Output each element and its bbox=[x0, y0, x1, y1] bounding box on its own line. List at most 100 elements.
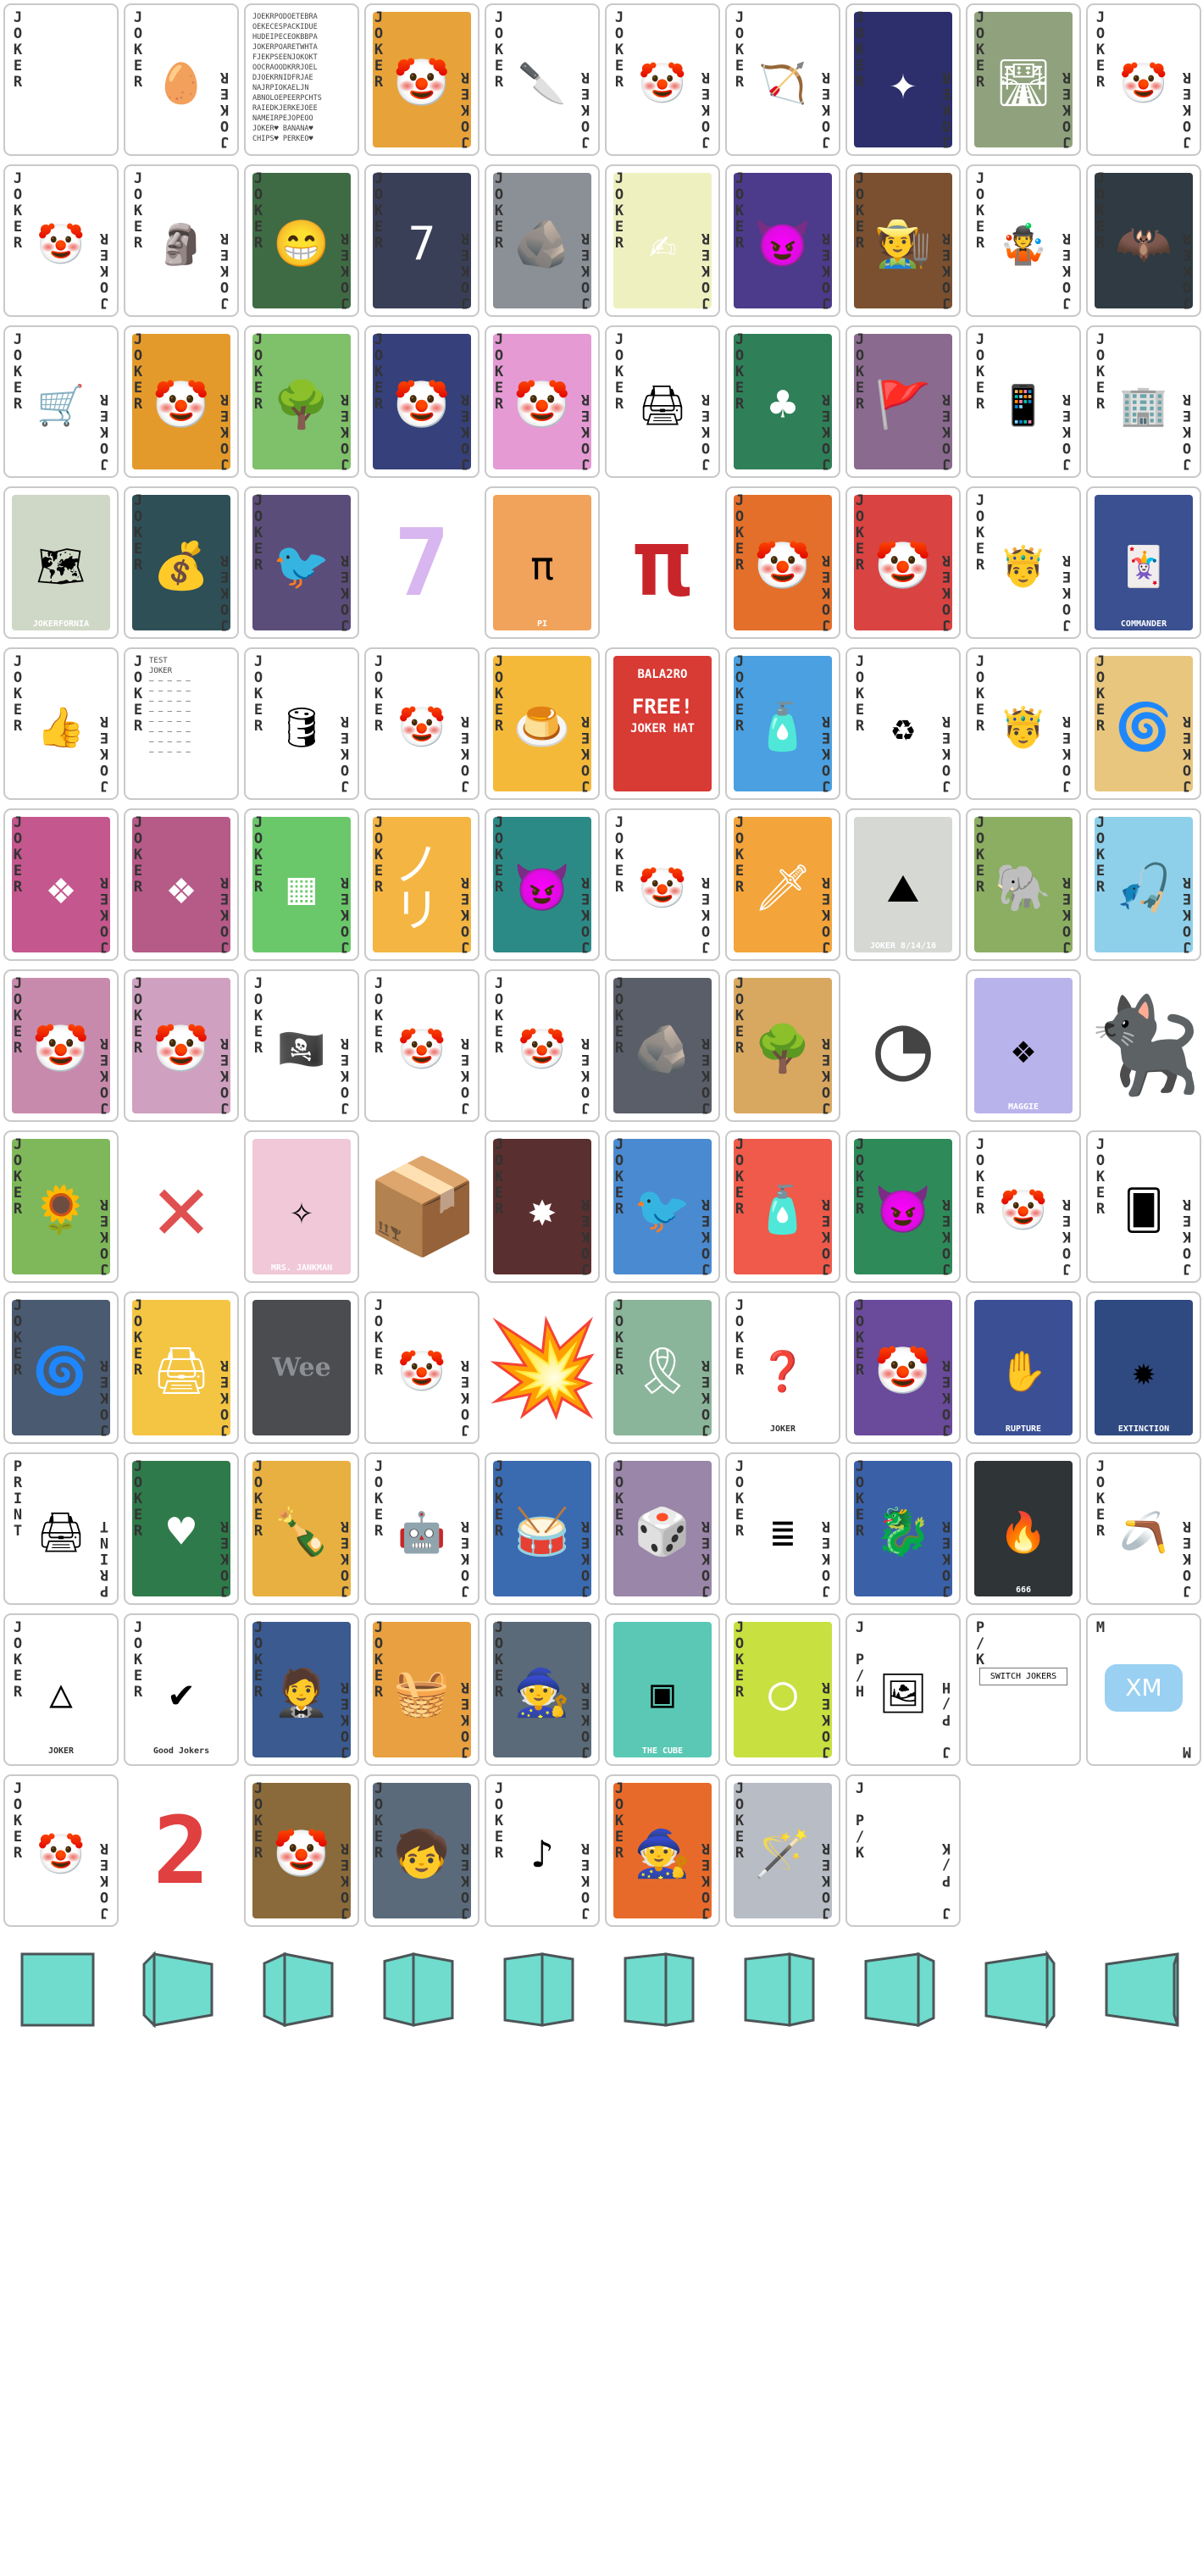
joker-card-fire-wizard[interactable]: J O K E R 🧙 J O K E R bbox=[605, 1774, 720, 1927]
joker-card-teal-joker[interactable]: J O K E R 😈 J O K E R bbox=[485, 808, 600, 961]
joker-card-fishing[interactable]: J O K E R 🎣 J O K E R bbox=[1086, 808, 1201, 961]
joker-card-water-bottle[interactable]: J O K E R 🧴 J O K E R bbox=[725, 647, 840, 800]
joker-card-r-joker[interactable]: J O K E R 🤡 J O K E R bbox=[364, 647, 480, 800]
joker-card-scarecrow[interactable]: J O K E R 🧑‍🌾 J O K E R bbox=[845, 164, 961, 317]
joker-card-printer-rays[interactable]: J O K E R 🖨 J O K E R bbox=[124, 1291, 239, 1444]
joker-card-black-cat[interactable]: 🐈‍⬛ bbox=[1086, 969, 1201, 1122]
joker-card-text-wall[interactable]: JOEKRPODOETEBRA OEKECESPACKIDUE HUDEIPECEO… bbox=[244, 3, 359, 156]
joker-card-mrs-jankman[interactable]: ✧ MRS. JANKMAN bbox=[244, 1130, 359, 1283]
joker-card-barrel[interactable]: J O K E R 🛢 J O K E R bbox=[244, 647, 359, 800]
joker-card-map[interactable]: 🗺 JOKERFORNIA bbox=[3, 486, 119, 639]
joker-card-cosmic[interactable]: J O K E R ✦ J O K E R bbox=[845, 3, 961, 156]
joker-card-tetris-board[interactable]: J O K E R ▦ J O K E R bbox=[244, 808, 359, 961]
joker-card-drummer[interactable]: J O K E R 🥁 J O K E R bbox=[485, 1452, 600, 1605]
joker-card-yellow-rays[interactable]: J O K E R ノリ J O K E R bbox=[364, 808, 480, 961]
joker-card-red-two[interactable]: 2 bbox=[124, 1774, 239, 1927]
joker-card-juggler[interactable]: J O K E R 🤹 J O K E R bbox=[966, 164, 1081, 317]
joker-card-good-jokers[interactable]: J O K E R ✔ Good Jokers bbox=[124, 1613, 239, 1766]
joker-card-scribble[interactable]: J O K E R ✍ J O K E R bbox=[605, 164, 720, 317]
joker-card-orange-label-joker[interactable]: J O K E R 🤡 J O K E R bbox=[3, 164, 119, 317]
joker-card-old-sage[interactable]: J O K E R 🧙 J O K E R bbox=[485, 1613, 600, 1766]
joker-card-classic-joker[interactable]: J O K E R 🤡 J O K E R bbox=[364, 969, 480, 1122]
joker-card-green-hearts[interactable]: J O K E R ♥ J O K E R bbox=[124, 1452, 239, 1605]
joker-card-joker-jester[interactable]: J O K E R 🤡 J O K E R bbox=[1086, 3, 1201, 156]
joker-card-grey-jester[interactable]: J O K E R 🤡 J O K E R bbox=[3, 1774, 119, 1927]
joker-card-crown-joker[interactable]: J O K E R 🤴 J O K E R bbox=[966, 486, 1081, 639]
joker-card-green-jester[interactable]: J O K E R 😈 J O K E R bbox=[845, 1130, 961, 1283]
joker-card-green-joker[interactable]: J O K E R 😁 J O K E R bbox=[244, 164, 359, 317]
joker-card-balatro-ad[interactable]: BALA2RO FREE! JOKER HAT bbox=[605, 647, 720, 800]
joker-card-red-crown-joker[interactable]: J O K E R 🤴 J O K E R bbox=[966, 647, 1081, 800]
joker-card-tiny-joker[interactable]: J O K E R 🤡 J O K E R bbox=[364, 1291, 480, 1444]
joker-card-music-note[interactable]: J O K E R ♪ J O K E R bbox=[485, 1774, 600, 1927]
joker-card-splash[interactable]: 💥 bbox=[485, 1291, 600, 1444]
joker-card-seven-ghost[interactable]: 7 bbox=[364, 486, 480, 639]
joker-card-test[interactable]: J O K E R TEST JOKER — — — — — — — — — — — — … bbox=[124, 647, 239, 800]
joker-card-easel[interactable]: J P / H 🖼 J P / H bbox=[845, 1613, 961, 1766]
joker-card-basket-joker[interactable]: J O K E R 🧺 J O K E R bbox=[364, 1613, 480, 1766]
joker-card-rock-pile[interactable]: J O K E R 🪨 J O K E R bbox=[605, 969, 720, 1122]
joker-card-phone-hand[interactable]: J O K E R 📱 J O K E R bbox=[966, 325, 1081, 478]
joker-card-rainbow-joker[interactable]: J O K E R 🤡 J O K E R bbox=[364, 3, 480, 156]
joker-card-blue-joker[interactable]: J O K E R 🤡 J O K E R bbox=[364, 325, 480, 478]
joker-card-road[interactable]: J O K E R 🛣 J O K E R bbox=[966, 3, 1081, 156]
joker-card-orange-diamond-joker[interactable]: J O K E R 🤡 J O K E R bbox=[725, 486, 840, 639]
joker-card-pk-blank[interactable]: J P / K J P / K bbox=[845, 1774, 961, 1927]
joker-card-pink-pattern[interactable]: J O K E R ❖ J O K E R bbox=[3, 808, 119, 961]
joker-card-flag[interactable]: J O K E R 🚩 J O K E R bbox=[845, 325, 961, 478]
joker-card-robot-splash[interactable]: J O K E R 🤖 J O K E R bbox=[364, 1452, 480, 1605]
joker-card-purple-joker[interactable]: J O K E R 😈 J O K E R bbox=[725, 164, 840, 317]
joker-card-teal-stack[interactable]: J O K E R ≣ J O K E R bbox=[725, 1452, 840, 1605]
joker-card-jester-wand[interactable]: J O K E R 🪄 J O K E R bbox=[725, 1774, 840, 1927]
joker-card-red-hat-jester[interactable]: J O K E R 🤡 J O K E R bbox=[605, 808, 720, 961]
joker-card-golden-joker[interactable]: J O K E R 🤡 J O K E R bbox=[244, 1774, 359, 1927]
joker-card-bat[interactable]: J O K E R 🦇 J O K E R bbox=[1086, 164, 1201, 317]
joker-card-boomerang[interactable]: J O K E R 🪃 J O K E R bbox=[1086, 1452, 1201, 1605]
joker-card-monster-box[interactable]: 📦 bbox=[364, 1130, 480, 1283]
joker-card-question-jokers[interactable]: J O K E R ❓ JOKER bbox=[725, 1291, 840, 1444]
joker-card-the-cube[interactable]: ▣ THE CUBE bbox=[605, 1613, 720, 1766]
joker-card-switch-jokers[interactable]: P / K SWITCH JOKERS bbox=[966, 1613, 1081, 1766]
joker-card-pink-joker[interactable]: J O K E R 🤡 J O K E R bbox=[485, 325, 600, 478]
joker-card-rupture[interactable]: ✋ RUPTURE bbox=[966, 1291, 1081, 1444]
joker-card-mountain-kid[interactable]: J O K E R 🧒 J O K E R bbox=[364, 1774, 480, 1927]
joker-card-faded-pink-joker-2[interactable]: J O K E R 🤡 J O K E R bbox=[124, 969, 239, 1122]
joker-card-dice[interactable]: J O K E R 🎲 J O K E R bbox=[605, 1452, 720, 1605]
joker-card-stone-wall[interactable]: J O K E R 🪨 J O K E R bbox=[485, 164, 600, 317]
joker-card-tree[interactable]: J O K E R 🌳 J O K E R bbox=[244, 325, 359, 478]
joker-card-666[interactable]: 🔥 666 bbox=[966, 1452, 1081, 1605]
joker-card-faded-pink-joker[interactable]: J O K E R 🤡 J O K E R bbox=[3, 969, 119, 1122]
joker-card-pi-symbol[interactable]: π bbox=[605, 486, 720, 639]
joker-card-eye-patch[interactable]: J O K E R 🏴‍☠️ J O K E R bbox=[244, 969, 359, 1122]
joker-card-rushmore[interactable]: ⛰ JOKER 8/14/16 bbox=[845, 808, 961, 961]
joker-card-printer[interactable]: J O K E R 🖨 J O K E R bbox=[605, 325, 720, 478]
joker-card-outline-bowl[interactable]: ◔ bbox=[845, 969, 961, 1122]
joker-card-commander[interactable]: 🃏 COMMANDER bbox=[1086, 486, 1201, 639]
joker-card-hurricane[interactable]: J O K E R 🌀 J O K E R bbox=[3, 1291, 119, 1444]
joker-card-print[interactable]: P R I N T 🖨 P R I N T bbox=[3, 1452, 119, 1605]
joker-card-red-bottle[interactable]: J O K E R 🧴 J O K E R bbox=[725, 1130, 840, 1283]
joker-card-green-dragon[interactable]: J O K E R 🐉 J O K E R bbox=[845, 1452, 961, 1605]
joker-card-classic-joker-2[interactable]: J O K E R 🤡 J O K E R bbox=[485, 969, 600, 1122]
joker-card-egg[interactable]: J O K E R 🥚 J O K E R bbox=[124, 3, 239, 156]
joker-card-cash-stack[interactable]: J O K E R 💰 J O K E R bbox=[124, 486, 239, 639]
joker-card-blank[interactable]: J O K E R bbox=[3, 3, 119, 156]
joker-card-ribbon[interactable]: J O K E R 🎗 J O K E R bbox=[605, 1291, 720, 1444]
joker-card-recycle-cash[interactable]: J O K E R ♻ J O K E R bbox=[845, 647, 961, 800]
joker-card-robin-hood[interactable]: J O K E R 🏹 J O K E R bbox=[725, 3, 840, 156]
joker-card-many-cards[interactable]: J O K E R 🂠 J O K E R bbox=[1086, 1130, 1201, 1283]
joker-card-elephant[interactable]: J O K E R 🐘 J O K E R bbox=[966, 808, 1081, 961]
joker-card-knife[interactable]: J O K E R 🔪 J O K E R bbox=[485, 3, 600, 156]
joker-card-pyramid[interactable]: J O K E R △ JOKER bbox=[3, 1613, 119, 1766]
joker-card-blue-sky-bird[interactable]: J O K E R 🐦 J O K E R bbox=[605, 1130, 720, 1283]
joker-card-bottle-k[interactable]: J O K E R 🍾 J O K E R bbox=[244, 1452, 359, 1605]
joker-card-spiral[interactable]: J O K E R 🌀 J O K E R bbox=[1086, 647, 1201, 800]
joker-card-fireworks[interactable]: J O K E R ✸ J O K E R bbox=[485, 1130, 600, 1283]
joker-card-building[interactable]: J O K E R 🏢 J O K E R bbox=[1086, 325, 1201, 478]
joker-card-extinction[interactable]: ✹ EXTINCTION bbox=[1086, 1291, 1201, 1444]
joker-card-purple-scholar[interactable]: J O K E R 🤡 J O K E R bbox=[845, 1291, 961, 1444]
joker-card-pi-orange[interactable]: π PI bbox=[485, 486, 600, 639]
joker-card-flame-knife[interactable]: J O K E R 🗡 J O K E R bbox=[725, 808, 840, 961]
joker-card-lucky-seven[interactable]: J O K E R 7 J O K E R bbox=[364, 164, 480, 317]
joker-card-red-x[interactable]: ✕ bbox=[124, 1130, 239, 1283]
